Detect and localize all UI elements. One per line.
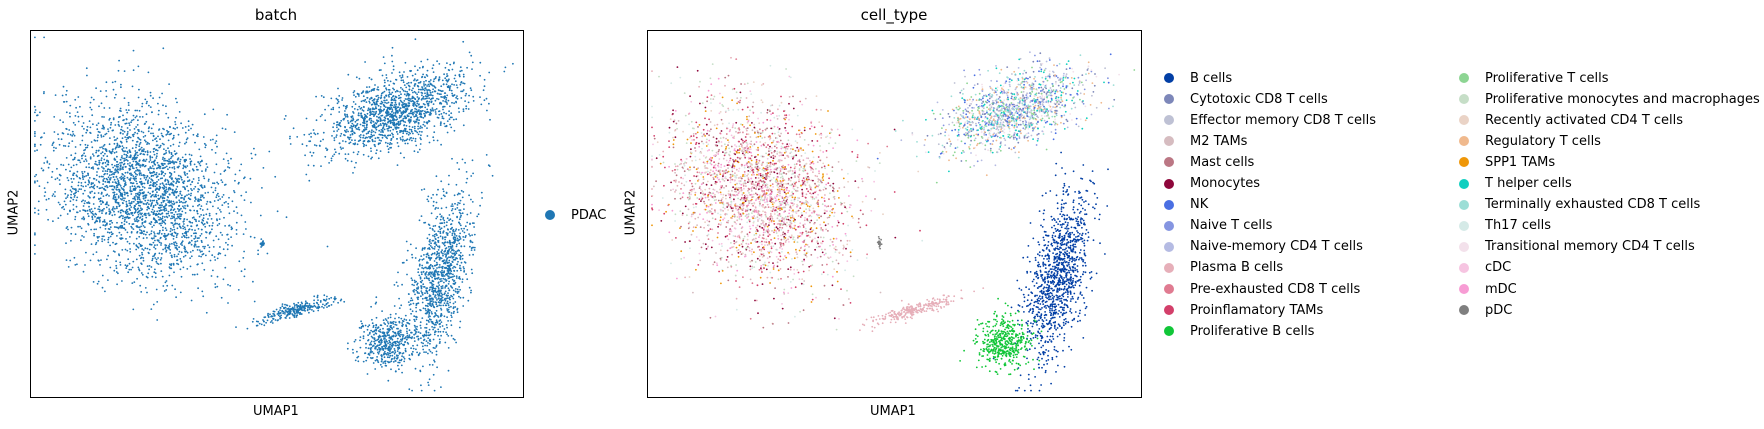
point-cluster-top bbox=[253, 38, 514, 182]
legend-marker bbox=[1459, 115, 1469, 126]
legend-item: M2 TAMs bbox=[1164, 131, 1247, 151]
legend-marker bbox=[1459, 284, 1469, 294]
legend-marker bbox=[1459, 220, 1469, 231]
legend-label: Proinflamatory TAMs bbox=[1190, 302, 1324, 318]
legend-label: Proliferative B cells bbox=[1190, 323, 1315, 339]
cell-type-plot-title: cell_type bbox=[860, 6, 928, 24]
legend-label: T helper cells bbox=[1485, 176, 1572, 191]
legend-marker bbox=[1164, 136, 1174, 147]
legend-label: Terminally exhausted CD8 T cells bbox=[1485, 197, 1701, 213]
legend-label: NK bbox=[1190, 197, 1209, 213]
legend-marker bbox=[1164, 220, 1174, 231]
legend-marker bbox=[1459, 262, 1469, 273]
cell-type-y-axis-label: UMAP2 bbox=[623, 189, 639, 236]
point-cluster-rloop bbox=[346, 296, 427, 382]
legend-label: Naive-memory CD4 T cells bbox=[1190, 239, 1363, 255]
legend-item: Cytotoxic CD8 T cells bbox=[1164, 89, 1328, 109]
legend-item: Naive T cells bbox=[1164, 216, 1272, 236]
legend-marker bbox=[1459, 157, 1469, 168]
legend-label: cDC bbox=[1485, 260, 1512, 276]
legend-item: Recently activated CD4 T cells bbox=[1459, 110, 1683, 130]
legend-item: NK bbox=[1164, 195, 1208, 215]
legend-marker bbox=[1459, 73, 1469, 83]
legend-label: Recently activated CD4 T cells bbox=[1485, 112, 1684, 128]
legend-item: Naive-memory CD4 T cells bbox=[1164, 237, 1363, 257]
legend-label: SPP1 TAMs bbox=[1485, 154, 1556, 170]
legend-marker bbox=[1459, 305, 1469, 316]
legend-label: M2 TAMs bbox=[1190, 133, 1248, 149]
legend-item: Proinflamatory TAMs bbox=[1164, 300, 1323, 320]
legend-label: B cells bbox=[1190, 70, 1233, 86]
legend-item: Effector memory CD8 T cells bbox=[1164, 110, 1376, 130]
legend-label: Mast cells bbox=[1190, 154, 1255, 170]
legend-marker bbox=[1164, 178, 1174, 189]
legend-item: Terminally exhausted CD8 T cells bbox=[1459, 195, 1700, 215]
legend-item: SPP1 TAMs bbox=[1459, 152, 1555, 172]
legend-item: pDC bbox=[1459, 300, 1512, 320]
legend-marker bbox=[1164, 305, 1174, 316]
cell-type-x-axis-label: UMAP1 bbox=[870, 404, 916, 419]
legend-label: Plasma B cells bbox=[1190, 260, 1284, 276]
legend-marker bbox=[1164, 157, 1174, 168]
legend-label: Transitional memory CD4 T cells bbox=[1485, 239, 1695, 255]
legend-item: Th17 cells bbox=[1459, 216, 1551, 236]
point-cluster-top bbox=[876, 51, 1136, 184]
legend-item: mDC bbox=[1459, 279, 1517, 299]
legend-item: Pre-exhausted CD8 T cells bbox=[1164, 279, 1360, 299]
legend-item: Proliferative T cells bbox=[1459, 68, 1608, 88]
legend-item: Plasma B cells bbox=[1164, 258, 1283, 278]
legend-marker bbox=[545, 210, 555, 220]
legend-label: PDAC bbox=[571, 207, 607, 223]
legend-item: Mast cells bbox=[1164, 152, 1254, 172]
legend-label: Effector memory CD8 T cells bbox=[1190, 112, 1376, 128]
point-cluster-right bbox=[377, 154, 494, 392]
legend-label: Proliferative monocytes and macrophages bbox=[1485, 91, 1760, 107]
point-cluster-bottom bbox=[859, 287, 985, 333]
point-cluster-right bbox=[992, 151, 1109, 392]
legend-item: PDAC bbox=[545, 205, 606, 225]
point-cluster-bottom bbox=[235, 294, 346, 330]
legend-label: mDC bbox=[1485, 281, 1517, 297]
legend-item: B cells bbox=[1164, 68, 1232, 88]
batch-plot-title: batch bbox=[254, 6, 298, 24]
legend-label: Monocytes bbox=[1190, 176, 1261, 191]
batch-scatter-plot bbox=[34, 36, 514, 392]
batch-y-axis-label: UMAP2 bbox=[6, 189, 22, 236]
legend-marker bbox=[1164, 262, 1174, 273]
legend-marker bbox=[1164, 115, 1174, 126]
legend-marker bbox=[1459, 94, 1469, 105]
legend-item: cDC bbox=[1459, 258, 1511, 278]
legend-label: Th17 cells bbox=[1485, 218, 1551, 234]
batch-x-axis-label: UMAP1 bbox=[253, 404, 299, 419]
legend-marker bbox=[1459, 199, 1469, 210]
legend-item: Transitional memory CD4 T cells bbox=[1459, 237, 1695, 257]
legend-label: Proliferative T cells bbox=[1485, 70, 1609, 86]
legend-marker bbox=[1164, 199, 1174, 210]
legend-item: Monocytes bbox=[1164, 174, 1260, 194]
legend-marker bbox=[1164, 284, 1174, 294]
legend-marker bbox=[1164, 241, 1174, 252]
legend-item: Proliferative B cells bbox=[1164, 321, 1314, 341]
legend-label: Naive T cells bbox=[1190, 218, 1273, 234]
legend-label: pDC bbox=[1485, 302, 1513, 318]
legend-marker bbox=[1164, 94, 1174, 105]
legend-item: Regulatory T cells bbox=[1459, 131, 1601, 151]
legend-label: Cytotoxic CD8 T cells bbox=[1190, 91, 1328, 107]
point-cluster-left bbox=[34, 36, 329, 321]
point-cluster-left bbox=[651, 56, 924, 331]
legend-marker bbox=[1459, 241, 1469, 252]
legend-label: Regulatory T cells bbox=[1485, 133, 1601, 149]
legend-marker bbox=[1459, 178, 1469, 189]
legend-marker bbox=[1459, 136, 1469, 147]
legend-item: Proliferative monocytes and macrophages bbox=[1459, 89, 1760, 109]
legend-marker bbox=[1164, 73, 1174, 83]
point-cluster-tiny bbox=[876, 236, 883, 250]
cell-type-scatter-plot bbox=[651, 51, 1136, 392]
point-cluster-rloop bbox=[959, 297, 1043, 376]
legend-item: T helper cells bbox=[1459, 174, 1572, 194]
point-cluster-tiny bbox=[259, 238, 265, 248]
legend-label: Pre-exhausted CD8 T cells bbox=[1190, 281, 1361, 297]
legend-marker bbox=[1164, 326, 1174, 337]
